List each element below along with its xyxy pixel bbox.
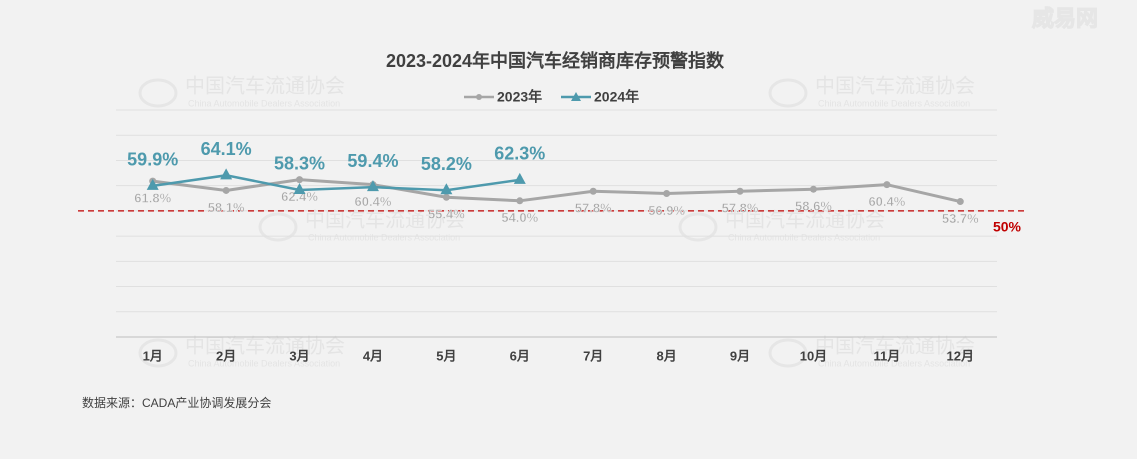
point [296, 176, 304, 184]
point [589, 187, 597, 195]
legend-marker [476, 94, 482, 100]
data-label: 58.6% [795, 199, 832, 214]
x-tick-label: 4月 [363, 348, 383, 363]
watermark: 中国汽车流通协会 [815, 335, 975, 358]
data-label: 54.0% [501, 210, 538, 225]
source: 数据来源：CADA产业协调发展分会 [82, 395, 271, 410]
data-label: 62.3% [494, 144, 545, 164]
x-tick-label: 7月 [583, 348, 603, 363]
watermark: 中国汽车流通协会 [185, 335, 345, 358]
x-tick-label: 8月 [657, 348, 677, 363]
watermark-sub: China Automobile Dealers Association [308, 232, 460, 242]
logo: 威易网 [1032, 6, 1098, 31]
legend-marker [571, 92, 581, 101]
series-line [152, 174, 520, 192]
point [440, 183, 453, 195]
watermark-logo [138, 78, 178, 108]
watermark-sub: China Automobile Dealers Association [818, 98, 970, 108]
data-label: 53.7% [942, 211, 979, 226]
x-tick-label: 12月 [947, 348, 974, 363]
data-label: 62.4% [281, 189, 318, 204]
data-label: 58.2% [421, 154, 472, 174]
data-label: 61.8% [134, 191, 171, 206]
data-label: 57.8% [722, 201, 759, 216]
watermark-sub: China Automobile Dealers Association [818, 358, 970, 368]
data-label: 64.1% [201, 139, 252, 159]
point [883, 181, 891, 189]
data-label: 60.4% [868, 194, 905, 209]
data-label: 58.3% [274, 154, 325, 174]
data-label: 59.4% [347, 151, 398, 171]
watermark: 中国汽车流通协会 [185, 75, 345, 98]
watermark-logo [678, 212, 718, 242]
data-label: 60.4% [355, 194, 392, 209]
x-tick-label: 3月 [289, 348, 309, 363]
legend-label: 2024年 [594, 89, 639, 105]
chart-title: 2023-2024年中国汽车经销商库存预警指数 [386, 50, 725, 71]
data-label: 55.4% [428, 207, 465, 222]
x-tick-label: 6月 [510, 348, 530, 363]
watermark-sub: China Automobile Dealers Association [188, 358, 340, 368]
x-tick-label: 11月 [874, 348, 901, 363]
point [736, 187, 744, 195]
point [366, 180, 379, 192]
watermark-sub: China Automobile Dealers Association [188, 98, 340, 108]
legend-label: 2023年 [497, 89, 542, 105]
watermark-logo [138, 338, 178, 368]
data-label: 58.1% [208, 200, 245, 215]
x-tick-label: 10月 [800, 348, 827, 363]
watermark: 中国汽车流通协会 [815, 75, 975, 98]
watermark-logo [768, 338, 808, 368]
x-tick-label: 5月 [436, 348, 456, 363]
point [516, 197, 524, 205]
point [220, 168, 233, 180]
watermark: 中国汽车流通协会 [725, 209, 885, 232]
point [222, 186, 230, 194]
point [513, 172, 526, 184]
x-tick-label: 9月 [730, 348, 750, 363]
x-tick-label: 1月 [143, 348, 163, 363]
point [146, 178, 159, 190]
point [442, 193, 450, 201]
x-tick-label: 2月 [216, 348, 236, 363]
watermark-logo [768, 78, 808, 108]
reference-label: 50% [993, 219, 1022, 235]
point [293, 182, 306, 194]
point [956, 198, 964, 206]
point [663, 189, 671, 197]
point [809, 185, 817, 193]
series-line [152, 178, 961, 204]
watermark: 中国汽车流通协会 [305, 209, 465, 232]
data-label: 57.8% [575, 201, 612, 216]
watermark-sub: China Automobile Dealers Association [728, 232, 880, 242]
data-label: 56.9% [648, 203, 685, 218]
watermark-logo [258, 212, 298, 242]
data-label: 59.9% [127, 150, 178, 170]
